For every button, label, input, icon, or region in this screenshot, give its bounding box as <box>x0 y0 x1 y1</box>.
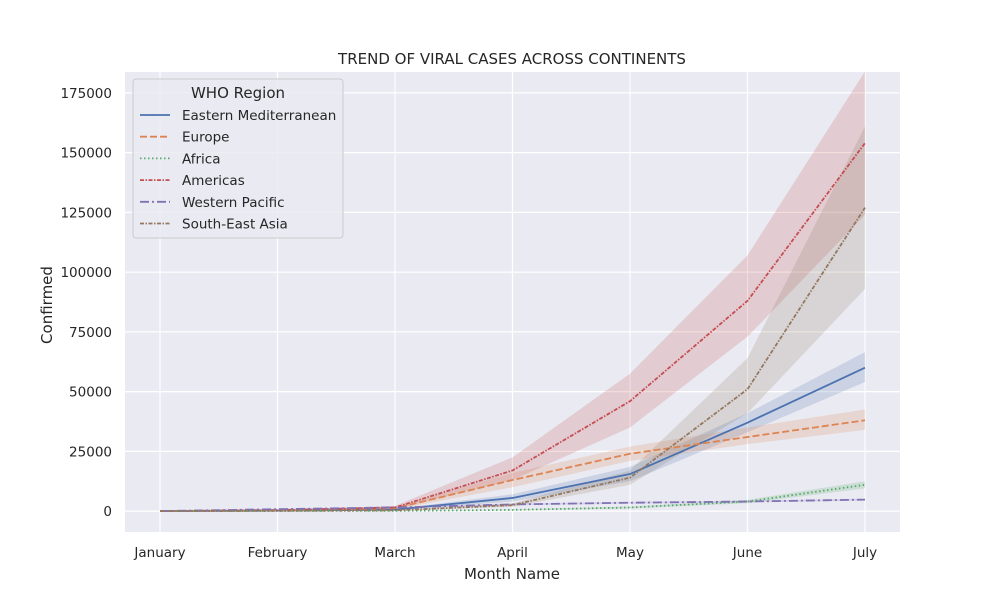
ci-band-3 <box>160 71 865 512</box>
legend-title: WHO Region <box>191 84 285 102</box>
series-line-0 <box>159 366 866 512</box>
chart-title: TREND OF VIRAL CASES ACROSS CONTINENTS <box>337 50 686 68</box>
y-tick-label: 25000 <box>69 444 112 460</box>
ci-band-5 <box>160 126 865 512</box>
x-tick-labels: January February March April May June July <box>133 545 877 561</box>
y-tick-label: 175000 <box>60 86 112 102</box>
series-line-4 <box>159 498 866 512</box>
series-line-2 <box>159 483 866 512</box>
y-tick-label: 0 <box>103 504 112 520</box>
legend: WHO Region Eastern Mediterranean Europe Af… <box>132 78 344 239</box>
x-tick-label: February <box>248 545 308 561</box>
y-tick-label: 150000 <box>60 146 112 162</box>
x-tick-label: March <box>374 545 415 561</box>
y-tick-label: 50000 <box>69 385 112 401</box>
y-axis-label: Confirmed <box>38 266 56 344</box>
x-tick-label: May <box>616 545 644 561</box>
legend-label-2: Africa <box>182 151 221 167</box>
x-tick-label: June <box>732 545 762 561</box>
x-axis-label: Month Name <box>464 565 560 583</box>
legend-label-0: Eastern Mediterranean <box>182 108 336 124</box>
y-tick-labels: 0 25000 50000 75000 100000 125000 150000 175000 <box>60 86 112 520</box>
series-lines <box>159 142 866 512</box>
series-line-3 <box>159 142 866 512</box>
legend-label-5: South-East Asia <box>182 217 288 233</box>
x-tick-label: July <box>852 545 877 561</box>
legend-label-3: Americas <box>182 173 245 189</box>
legend-items: Eastern Mediterranean Europe Africa America… <box>140 108 336 233</box>
y-tick-label: 75000 <box>69 325 112 341</box>
legend-label-4: Western Pacific <box>182 195 285 211</box>
legend-box <box>132 78 344 239</box>
y-tick-label: 100000 <box>60 265 112 281</box>
y-tick-label: 125000 <box>60 205 112 221</box>
x-tick-label: April <box>497 545 528 561</box>
legend-label-1: Europe <box>182 130 229 146</box>
series-line-1 <box>159 419 866 512</box>
x-tick-label: January <box>133 545 185 561</box>
ci-band-0 <box>160 352 865 512</box>
